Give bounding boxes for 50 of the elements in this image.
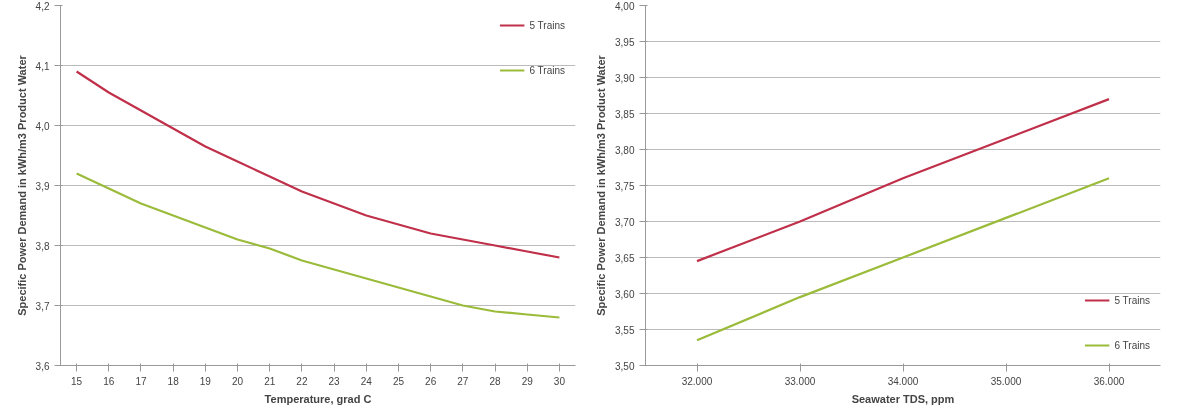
y-tick-label: 4,2 <box>35 0 50 12</box>
y-tick-label: 3,65 <box>615 252 635 264</box>
line-series <box>695 177 1111 342</box>
y-tick-label: 3,8 <box>35 240 50 252</box>
y-tick-label: 3,80 <box>615 144 635 156</box>
y-tick-label: 4,00 <box>615 0 635 12</box>
y-tick-label: 3,75 <box>615 180 635 192</box>
x-tick-label: 28 <box>489 375 502 387</box>
x-tick-label: 34.000 <box>887 375 919 387</box>
x-tick-label: 33.000 <box>784 375 816 387</box>
x-tick-label: 23 <box>328 375 341 387</box>
y-tick-label: 3,70 <box>615 216 635 228</box>
x-tick-label: 30 <box>553 375 566 387</box>
y-tick-label: 3,85 <box>615 108 635 120</box>
x-tick-label: 20 <box>231 375 244 387</box>
legend-label: 5 Trains <box>1114 294 1150 306</box>
legend-label: 6 Trains <box>529 64 565 76</box>
x-tick-label: 27 <box>457 375 469 387</box>
x-tick-label: 36.000 <box>1093 375 1125 387</box>
y-tick-label: 3,6 <box>35 360 50 372</box>
legend-label: 6 Trains <box>1114 339 1150 351</box>
x-tick-label: 24 <box>360 375 373 387</box>
x-tick-label: 29 <box>521 375 534 387</box>
x-axis-title: Temperature, grad C <box>264 392 372 405</box>
y-tick-label: 4,1 <box>35 60 50 72</box>
x-tick-label: 26 <box>425 375 437 387</box>
y-axis-title: Specific Power Demand in kWh/m3 Product Water <box>15 54 28 316</box>
line-series <box>75 172 561 319</box>
y-tick-label: 3,50 <box>615 360 635 372</box>
y-tick-label: 3,90 <box>615 72 635 84</box>
legend-label: 5 Trains <box>529 19 565 31</box>
x-tick-label: 22 <box>296 375 308 387</box>
x-tick-label: 15 <box>71 375 83 387</box>
x-axis-title: Seawater TDS, ppm <box>851 392 955 405</box>
line-series <box>695 98 1111 263</box>
x-tick-label: 32.000 <box>681 375 713 387</box>
y-tick-label: 3,7 <box>35 300 50 312</box>
x-tick-label: 19 <box>199 375 212 387</box>
x-tick-label: 18 <box>167 375 180 387</box>
y-tick-label: 3,9 <box>35 180 50 192</box>
y-tick-label: 3,55 <box>615 324 635 336</box>
x-tick-label: 21 <box>264 375 276 387</box>
x-tick-label: 25 <box>392 375 405 387</box>
x-tick-label: 17 <box>135 375 147 387</box>
x-tick-label: 16 <box>103 375 115 387</box>
y-tick-label: 3,95 <box>615 36 635 48</box>
y-tick-label: 3,60 <box>615 288 635 300</box>
y-tick-label: 4,0 <box>35 120 50 132</box>
x-tick-label: 35.000 <box>990 375 1022 387</box>
y-axis-title: Specific Power Demand in kWh/m3 Product Water <box>595 54 608 316</box>
